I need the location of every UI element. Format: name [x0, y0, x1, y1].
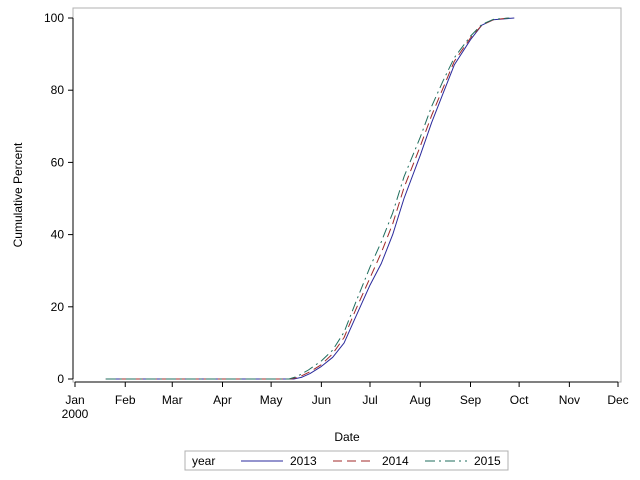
- x-tick-label: Dec: [607, 393, 628, 407]
- y-tick-label: 0: [57, 372, 64, 386]
- x-tick-label: Oct: [510, 393, 529, 407]
- x-axis-title: Date: [334, 430, 360, 444]
- x-tick-sublabel: 2000: [62, 407, 89, 421]
- legend-label-2014: 2014: [382, 454, 409, 468]
- x-tick-label: Jun: [312, 393, 331, 407]
- legend-items: 2013 2014 2015: [241, 454, 501, 468]
- y-tick-label: 60: [51, 155, 65, 169]
- x-tick-label: Feb: [115, 393, 136, 407]
- y-tick-label: 20: [51, 300, 65, 314]
- series-line-2013: [105, 17, 515, 380]
- y-axis-title: Cumulative Percent: [11, 142, 25, 247]
- legend-label-2015: 2015: [474, 454, 501, 468]
- series-line-2015: [105, 17, 510, 380]
- series-line-2014: [105, 17, 510, 380]
- legend: year 2013 2014 2015: [184, 450, 509, 471]
- x-tick-label: Jan: [65, 393, 84, 407]
- y-tick-label: 100: [44, 11, 64, 25]
- x-tick-label: Apr: [213, 393, 232, 407]
- x-tick-label: Mar: [162, 393, 183, 407]
- x-tick-label: Aug: [410, 393, 431, 407]
- y-tick-label: 80: [51, 83, 65, 97]
- x-tick-label: Sep: [460, 393, 482, 407]
- legend-frame: [184, 450, 509, 471]
- plot-lines: [105, 17, 515, 380]
- y-tick-label: 40: [51, 228, 65, 242]
- legend-label-2013: 2013: [290, 454, 317, 468]
- legend-title: year: [192, 454, 215, 468]
- x-tick-label: May: [260, 393, 283, 407]
- y-axis: 0 20 40 60 80 100: [44, 11, 74, 386]
- x-tick-label: Nov: [559, 393, 580, 407]
- x-tick-label: Jul: [362, 393, 377, 407]
